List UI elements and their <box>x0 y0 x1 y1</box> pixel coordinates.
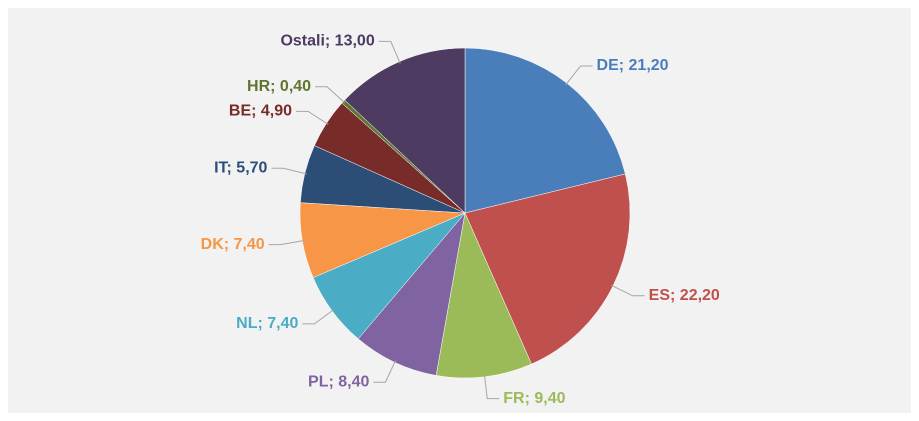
leader-line <box>268 240 305 246</box>
data-label: PL; 8,40 <box>308 373 369 390</box>
data-label: HR; 0,40 <box>247 78 311 95</box>
leader-line <box>565 65 593 86</box>
leader-line <box>315 86 346 104</box>
data-label: DK; 7,40 <box>201 236 265 253</box>
data-label: NL; 7,40 <box>236 315 298 332</box>
data-label: IT; 5,70 <box>214 159 267 176</box>
data-label: BE; 4,90 <box>229 103 292 120</box>
leader-line <box>373 360 397 383</box>
leader-line <box>296 110 329 125</box>
leader-line <box>271 167 307 175</box>
leader-line <box>483 374 500 400</box>
leader-line <box>378 40 401 64</box>
leader-line <box>610 284 645 297</box>
data-label: DE; 21,20 <box>597 57 669 74</box>
leader-line <box>302 309 335 325</box>
data-label: ES; 22,20 <box>649 287 720 304</box>
data-label: FR; 9,40 <box>503 390 565 407</box>
data-label: Ostali; 13,00 <box>280 33 374 50</box>
